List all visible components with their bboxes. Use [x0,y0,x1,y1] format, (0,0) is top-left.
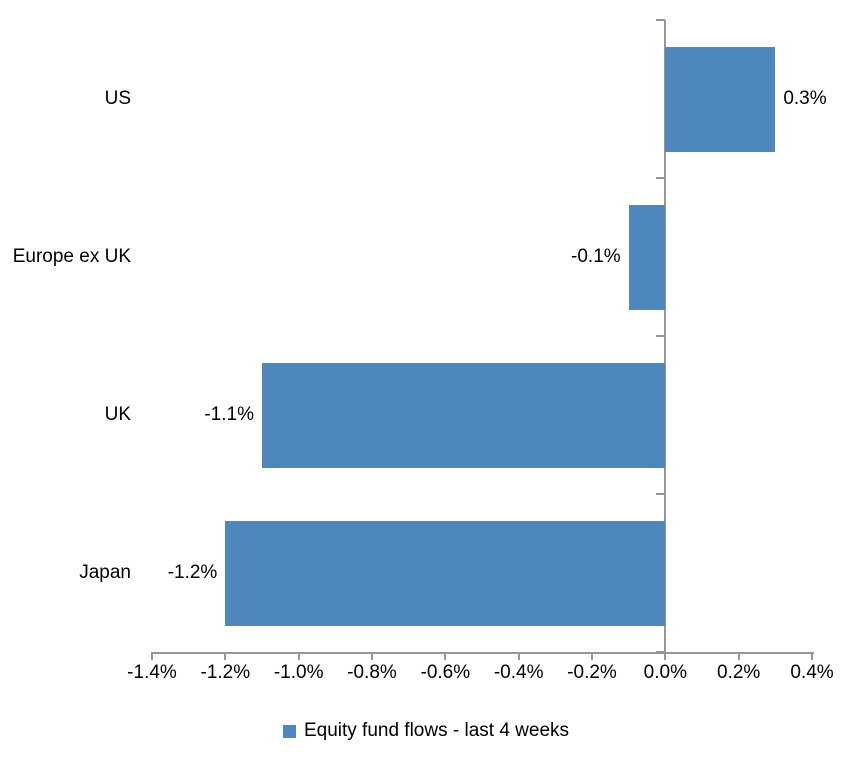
x-axis-tick [811,654,813,660]
value-label: 0.3% [783,88,827,109]
category-tick [656,651,666,653]
legend: Equity fund flows - last 4 weeks [0,716,852,746]
legend-label: Equity fund flows - last 4 weeks [303,720,570,741]
value-label: -1.1% [204,404,254,425]
value-label: -1.2% [167,562,218,583]
x-axis-tick [591,654,593,660]
x-axis-line [151,652,814,654]
x-axis-tick [151,654,153,660]
x-axis-tick [444,654,447,660]
category-tick [656,493,666,495]
category-label: Japan [79,562,131,583]
x-axis-tick-label: 0.0% [643,662,687,683]
category-label: Europe ex UK [12,246,131,267]
x-axis-tick [224,654,227,660]
bar [225,520,666,626]
x-axis-tick-label: -1.0% [273,662,324,683]
x-axis-tick [737,654,740,660]
bar [628,204,666,310]
x-axis-tick-label: -1.2% [200,662,251,683]
x-axis-tick-label: -1.4% [127,662,177,683]
bar [262,362,666,468]
x-axis-tick-label: -0.6% [420,662,471,683]
x-axis-tick-label: -0.8% [347,662,397,683]
x-axis-tick [371,654,373,660]
x-axis-tick [517,654,520,660]
x-axis-tick [297,654,300,660]
legend-swatch-icon [282,724,296,738]
category-label: UK [104,404,131,425]
x-axis-tick-label: -0.4% [493,662,544,683]
x-axis-tick-label: -0.2% [567,662,617,683]
zero-axis-line [664,20,666,658]
x-axis-tick [664,654,667,660]
category-tick [656,177,666,179]
bar [665,46,776,152]
category-tick [656,19,666,21]
category-label: US [104,88,131,109]
value-label: -0.1% [571,246,621,267]
category-tick [656,335,666,337]
x-axis-tick-label: 0.2% [717,662,761,683]
x-axis-tick-label: 0.4% [790,662,834,683]
